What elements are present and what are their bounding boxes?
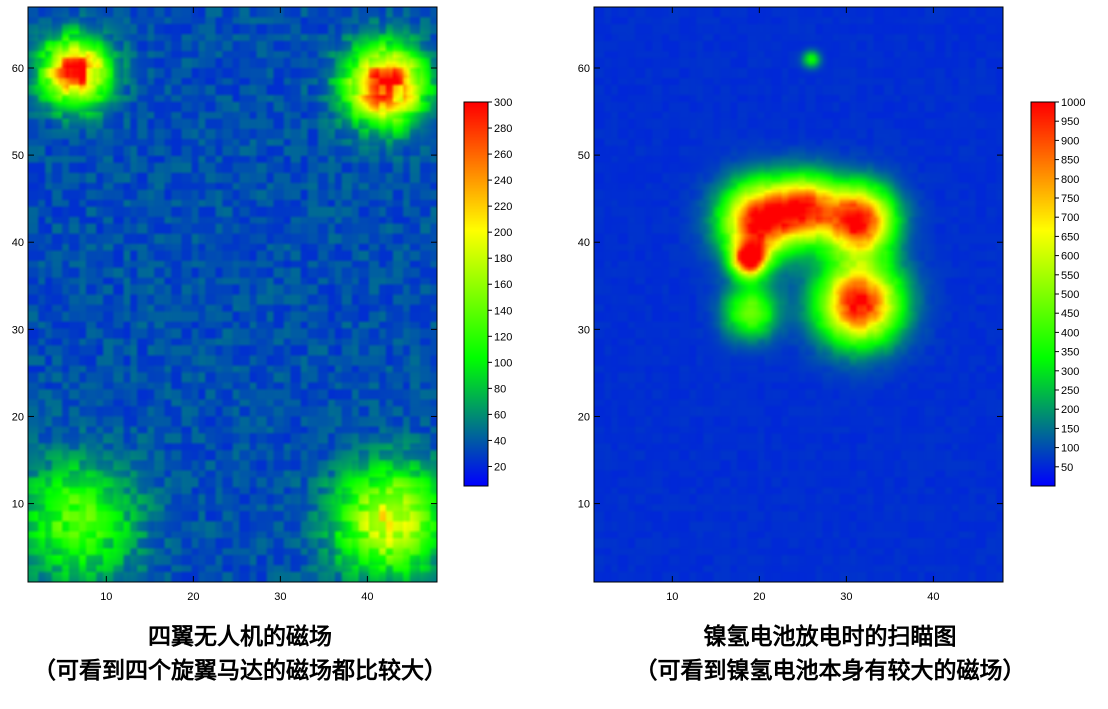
caption-drone-line2: （可看到四个旋翼马达的磁场都比较大） [33,657,447,684]
colorbar-frame-drone [463,101,489,487]
y-tick-label-drone-20: 20 [12,411,24,423]
caption-drone: 四翼无人机的磁场 （可看到四个旋翼马达的磁场都比较大） [0,620,480,688]
heatmap-image-drone [28,7,437,582]
plot-frame-drone [27,6,438,583]
colorbar-tick-label-battery-800: 800 [1061,174,1079,186]
y-tick-label-battery-20: 20 [578,411,590,423]
y-tick-label-battery-30: 30 [578,324,590,336]
colorbar-ticks-battery: 50 100 150 200 250 300 350 400 450 500 550 600 650 70… [1055,97,1085,474]
colorbar-tick-label-drone-300: 300 [494,97,512,109]
colorbar-tick-label-battery-750: 750 [1061,193,1079,205]
caption-battery-line1: 镍氢电池放电时的扫瞄图 [703,623,957,650]
heatmap-panel-battery: 10 20 30 40 10 20 30 40 50 60 50 100 150 200 250 300 3… [578,6,1085,603]
colorbar-tick-label-battery-700: 700 [1061,212,1079,224]
heatmap-panel-drone: 10 20 30 40 10 20 30 40 50 60 20 40 60 80 100 120 140 1… [12,6,512,603]
colorbar-tick-label-battery-400: 400 [1061,327,1079,339]
colorbar-tick-label-battery-150: 150 [1061,423,1079,435]
colorbar-tick-label-battery-600: 600 [1061,251,1079,263]
colorbar-tick-label-drone-80: 80 [494,383,506,395]
colorbar-tick-label-battery-900: 900 [1061,135,1079,147]
colorbar-tick-label-battery-450: 450 [1061,308,1079,320]
colorbar-drone [464,102,488,486]
x-tick-label-drone-10: 10 [100,591,112,603]
x-tick-label-battery-10: 10 [666,591,678,603]
colorbar-tick-label-drone-20: 20 [494,461,506,473]
colorbar-tick-label-battery-1000: 1000 [1061,97,1085,109]
x-tick-label-battery-20: 20 [753,591,765,603]
colorbar-tick-label-drone-160: 160 [494,279,512,291]
colorbar-tick-label-battery-50: 50 [1061,462,1073,474]
y-tick-label-drone-10: 10 [12,499,24,511]
colorbar-tick-label-drone-260: 260 [494,149,512,161]
caption-drone-line1: 四翼无人机的磁场 [148,623,332,650]
x-axis-ticks-drone: 10 20 30 40 [100,7,374,603]
colorbar-tick-label-drone-100: 100 [494,357,512,369]
y-tick-label-drone-50: 50 [12,150,24,162]
colorbar-battery [1031,102,1055,486]
y-tick-label-battery-10: 10 [578,499,590,511]
y-tick-label-drone-60: 60 [12,63,24,75]
heatmap-image-battery [594,7,1003,582]
colorbar-tick-label-battery-550: 550 [1061,270,1079,282]
x-tick-label-drone-30: 30 [274,591,286,603]
colorbar-tick-label-drone-180: 180 [494,253,512,265]
x-tick-label-battery-40: 40 [927,591,939,603]
colorbar-tick-label-battery-850: 850 [1061,155,1079,167]
x-tick-label-battery-30: 30 [840,591,852,603]
y-tick-label-battery-50: 50 [578,150,590,162]
plot-frame-battery [593,6,1004,583]
colorbar-tick-label-battery-350: 350 [1061,347,1079,359]
colorbar-tick-label-drone-280: 280 [494,123,512,135]
y-tick-label-battery-60: 60 [578,63,590,75]
colorbar-tick-label-drone-240: 240 [494,175,512,187]
colorbar-tick-label-drone-40: 40 [494,435,506,447]
colorbar-tick-label-battery-250: 250 [1061,385,1079,397]
y-axis-ticks-battery: 10 20 30 40 50 60 [578,63,1003,511]
caption-battery: 镍氢电池放电时的扫瞄图 （可看到镍氢电池本身有较大的磁场） [560,620,1100,688]
colorbar-tick-label-drone-60: 60 [494,409,506,421]
colorbar-tick-label-battery-200: 200 [1061,404,1079,416]
y-tick-label-drone-30: 30 [12,324,24,336]
x-axis-ticks-battery: 10 20 30 40 [666,7,940,603]
colorbar-tick-label-battery-300: 300 [1061,366,1079,378]
colorbar-tick-label-drone-140: 140 [494,305,512,317]
colorbar-tick-label-drone-200: 200 [494,227,512,239]
colorbar-tick-label-battery-500: 500 [1061,289,1079,301]
y-axis-ticks-drone: 10 20 30 40 50 60 [12,63,437,511]
x-tick-label-drone-40: 40 [361,591,373,603]
colorbar-tick-label-drone-220: 220 [494,201,512,213]
colorbar-ticks-drone: 20 40 60 80 100 120 140 160 180 200 220 240 260 280 30… [488,97,512,473]
y-tick-label-drone-40: 40 [12,237,24,249]
caption-battery-line2: （可看到镍氢电池本身有较大的磁场） [634,657,1026,684]
colorbar-tick-label-battery-650: 650 [1061,231,1079,243]
colorbar-tick-label-battery-100: 100 [1061,443,1079,455]
colorbar-tick-label-drone-120: 120 [494,331,512,343]
y-tick-label-battery-40: 40 [578,237,590,249]
colorbar-tick-label-battery-950: 950 [1061,116,1079,128]
x-tick-label-drone-20: 20 [187,591,199,603]
